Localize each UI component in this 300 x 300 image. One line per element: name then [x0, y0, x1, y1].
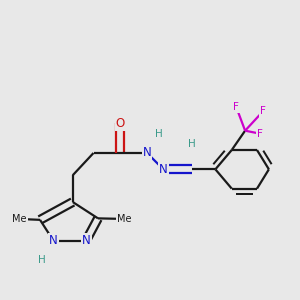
Text: N: N — [143, 146, 152, 160]
Text: H: H — [38, 255, 45, 265]
Text: N: N — [159, 163, 168, 176]
Text: O: O — [116, 117, 125, 130]
Text: F: F — [260, 106, 266, 116]
Text: N: N — [49, 234, 58, 247]
Text: Me: Me — [12, 214, 26, 224]
Text: H: H — [188, 139, 196, 149]
Text: N: N — [82, 234, 91, 247]
Text: F: F — [233, 102, 239, 112]
Text: Me: Me — [118, 214, 132, 224]
Text: H: H — [155, 129, 163, 139]
Text: F: F — [257, 129, 263, 139]
